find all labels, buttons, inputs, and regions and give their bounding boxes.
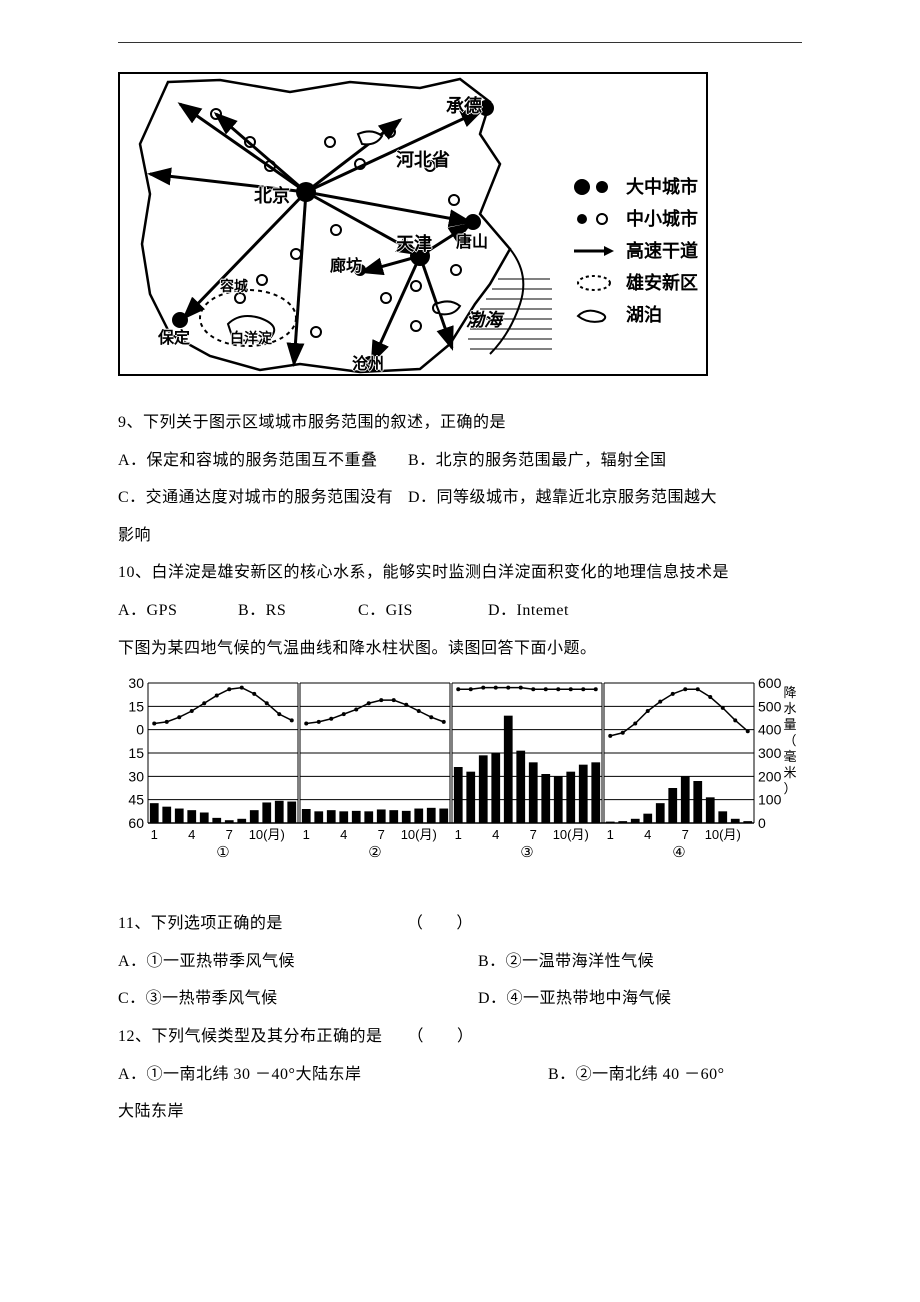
svg-text:米: 米 [783,765,796,780]
svg-text:15: 15 [128,698,144,714]
svg-text:400: 400 [758,722,782,738]
svg-text:200: 200 [758,768,782,784]
label-rongcheng: 容城 [220,276,248,296]
svg-text:4: 4 [644,827,651,842]
questions-block: 9、下列关于图示区域城市服务范围的叙述，正确的是 A．保定和容城的服务范围互不重… [118,404,802,667]
label-beijing: 北京 [254,182,290,208]
legend-big-city-label: 大中城市 [626,172,698,202]
svg-text:30: 30 [128,675,144,691]
svg-text:7: 7 [226,827,233,842]
svg-text:量: 量 [783,717,796,732]
exam-page: 承德 河北省 北京 唐山 天津 廊坊 容城 保定 白洋淀 沧州 渤海 大中城市 … [0,0,920,1302]
svg-text:60: 60 [128,815,144,831]
q12-stem: 12、下列气候类型及其分布正确的是 （ ） [118,1018,802,1056]
legend-small-city: 中小城市 [572,204,698,234]
q11-opt-a: A．①一亚热带季风气候 [118,943,478,981]
label-cangzhou: 沧州 [352,350,384,374]
label-baiyangdian: 白洋淀 [230,328,272,348]
q12-opt-b-cont: 大陆东岸 [118,1093,802,1131]
svg-text:7: 7 [378,827,385,842]
questions-block-2: 11、下列选项正确的是 （ ） A．①一亚热带季风气候 B．②一温带海洋性气候 … [118,905,802,1131]
svg-text:4: 4 [188,827,195,842]
q9-opt-d: D．同等级城市，越靠近北京服务范围越大 [408,479,717,554]
svg-text:1: 1 [455,827,462,842]
q12-opt-a: A．①一南北纬 30 －40°大陆东岸 [118,1056,548,1094]
svg-text:）: ） [783,781,796,796]
svg-text:10(月): 10(月) [553,827,589,842]
q10-opt-b: B．RS [238,592,358,630]
svg-text:①: ① [216,844,229,861]
legend-expressway: 高速干道 [572,236,698,266]
svg-text:10(月): 10(月) [249,827,285,842]
svg-text:10(月): 10(月) [401,827,437,842]
svg-text:③: ③ [520,844,533,861]
label-baoding: 保定 [158,324,190,348]
map-figure: 承德 河北省 北京 唐山 天津 廊坊 容城 保定 白洋淀 沧州 渤海 大中城市 … [118,72,708,376]
svg-text:（: （ [783,733,796,748]
label-bohai: 渤海 [466,306,502,332]
legend-xiongan-label: 雄安新区 [626,268,698,298]
q9-opt-a: A．保定和容城的服务范围互不重叠 [118,442,408,480]
svg-text:600: 600 [758,675,782,691]
legend-lake: 湖泊 [572,300,698,330]
legend-xiongan: 雄安新区 [572,268,698,298]
svg-text:④: ④ [672,844,685,861]
legend-big-city: 大中城市 [572,172,698,202]
q12-opt-b: B．②一南北纬 40 －60° [548,1056,725,1094]
svg-text:4: 4 [340,827,347,842]
svg-text:30: 30 [128,768,144,784]
climate-chart: 30 15 0 15 30 45 60 600 500 400 300 200 100 0 降水量（毫米） 1… [118,673,802,883]
label-chengde: 承德 [446,92,482,118]
svg-text:500: 500 [758,698,782,714]
svg-text:100: 100 [758,792,782,808]
legend-lake-label: 湖泊 [626,300,662,330]
q11-opt-c: C．③一热带季风气候 [118,980,478,1018]
svg-text:45: 45 [128,792,144,808]
svg-text:0: 0 [758,815,766,831]
label-langfang: 廊坊 [330,252,362,276]
svg-text:水: 水 [783,701,796,716]
q9-opt-c: C．交通通达度对城市的服务范围没有影响 [118,479,408,554]
svg-text:10(月): 10(月) [705,827,741,842]
svg-text:1: 1 [303,827,310,842]
svg-text:1: 1 [151,827,158,842]
svg-text:4: 4 [492,827,499,842]
svg-text:毫: 毫 [783,749,796,764]
legend-expressway-label: 高速干道 [626,236,698,266]
svg-text:15: 15 [128,745,144,761]
q11-opt-d: D．④一亚热带地中海气候 [478,980,672,1018]
label-tianjin: 天津 [396,230,432,256]
svg-text:7: 7 [530,827,537,842]
svg-text:300: 300 [758,745,782,761]
svg-text:②: ② [368,844,381,861]
legend-small-city-label: 中小城市 [626,204,698,234]
svg-text:1: 1 [607,827,614,842]
q10-stem: 10、白洋淀是雄安新区的核心水系，能够实时监测白洋淀面积变化的地理信息技术是 [118,554,802,592]
label-tangshan: 唐山 [456,228,488,252]
map-legend: 大中城市 中小城市 高速干道 雄安新区 [572,172,698,332]
svg-text:降: 降 [783,685,796,700]
q10-opt-d: D．Intemet [488,592,569,630]
chart-intro: 下图为某四地气候的气温曲线和降水柱状图。读图回答下面小题。 [118,630,802,668]
q9-opt-b: B．北京的服务范围最广，辐射全国 [408,442,667,480]
svg-text:7: 7 [682,827,689,842]
q10-opt-c: C．GIS [358,592,488,630]
svg-text:0: 0 [136,722,144,738]
q11-stem: 11、下列选项正确的是 （ ） [118,905,802,943]
q9-stem: 9、下列关于图示区域城市服务范围的叙述，正确的是 [118,404,802,442]
label-hebei: 河北省 [396,146,450,172]
q10-opt-a: A．GPS [118,592,238,630]
q11-opt-b: B．②一温带海洋性气候 [478,943,654,981]
